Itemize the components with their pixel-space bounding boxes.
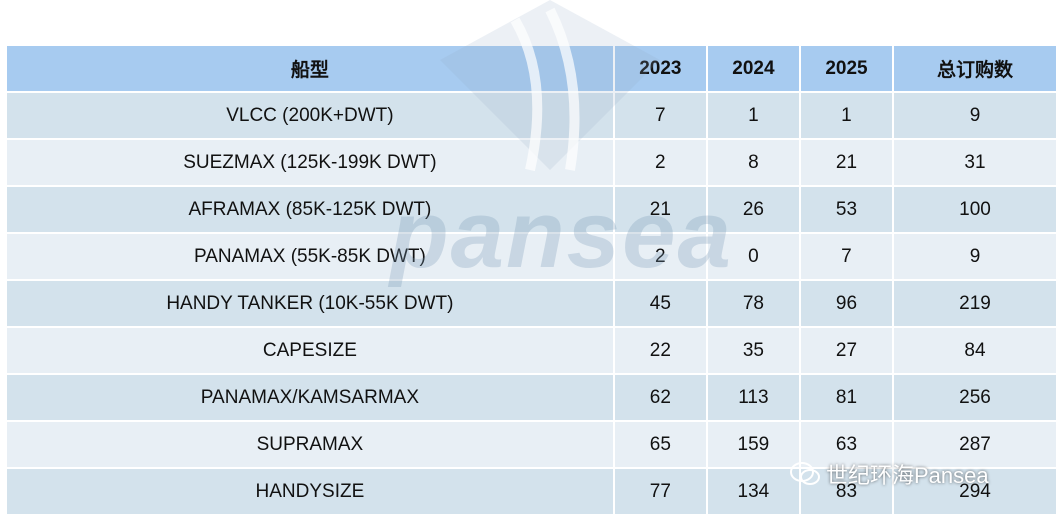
ship-type-cell: CAPESIZE <box>5 326 615 375</box>
value-cell: 65 <box>612 420 708 469</box>
header-cell: 2025 <box>798 44 894 93</box>
source-label: 世纪环海Pansea <box>790 458 989 490</box>
value-cell: 26 <box>705 185 801 234</box>
value-cell: 0 <box>705 232 801 281</box>
value-cell: 35 <box>705 326 801 375</box>
ship-type-cell: SUEZMAX (125K-199K DWT) <box>5 138 615 187</box>
ship-type-cell: HANDYSIZE <box>5 467 615 516</box>
value-cell: 96 <box>798 279 894 328</box>
value-cell: 83 <box>798 467 894 516</box>
table-row: SUPRAMAX 65 159 63 287 <box>5 420 1059 469</box>
table-row: CAPESIZE 22 35 27 84 <box>5 326 1059 375</box>
value-cell: 77 <box>612 467 708 516</box>
value-cell: 31 <box>891 138 1059 187</box>
ship-type-cell: HANDY TANKER (10K-55K DWT) <box>5 279 615 328</box>
value-cell: 21 <box>798 138 894 187</box>
ship-type-cell: AFRAMAX (85K-125K DWT) <box>5 185 615 234</box>
value-cell: 22 <box>612 326 708 375</box>
header-cell: 船型 <box>5 44 615 93</box>
value-cell: 81 <box>798 373 894 422</box>
value-cell: 7 <box>612 91 708 140</box>
value-cell: 9 <box>891 91 1059 140</box>
value-cell: 100 <box>891 185 1059 234</box>
ship-type-cell: PANAMAX (55K-85K DWT) <box>5 232 615 281</box>
table: 船型 2023 2024 2025 总订购数 VLCC (200K+DWT) 7 1 1 9 SU… <box>5 44 1059 516</box>
value-cell: 1 <box>705 91 801 140</box>
value-cell: 113 <box>705 373 801 422</box>
table-row: VLCC (200K+DWT) 7 1 1 9 <box>5 91 1059 140</box>
header-cell: 2024 <box>705 44 801 93</box>
value-cell: 7 <box>798 232 894 281</box>
header-row: 船型 2023 2024 2025 总订购数 <box>5 44 1059 93</box>
table-row: PANAMAX/KAMSARMAX 62 113 81 256 <box>5 373 1059 422</box>
ship-type-cell: SUPRAMAX <box>5 420 615 469</box>
value-cell: 21 <box>612 185 708 234</box>
table-row: PANAMAX (55K-85K DWT) 2 0 7 9 <box>5 232 1059 281</box>
table-row: AFRAMAX (85K-125K DWT) 21 26 53 100 <box>5 185 1059 234</box>
table-row: HANDYSIZE 77 134 83 294 <box>5 467 1059 516</box>
value-cell: 256 <box>891 373 1059 422</box>
table-row: SUEZMAX (125K-199K DWT) 2 8 21 31 <box>5 138 1059 187</box>
value-cell: 2 <box>612 232 708 281</box>
value-cell: 45 <box>612 279 708 328</box>
header-cell: 总订购数 <box>891 44 1059 93</box>
header-cell: 2023 <box>612 44 708 93</box>
value-cell: 219 <box>891 279 1059 328</box>
value-cell: 159 <box>705 420 801 469</box>
source-text: 世纪环海Pansea <box>826 463 989 488</box>
wechat-icon <box>790 462 820 485</box>
value-cell: 9 <box>891 232 1059 281</box>
value-cell: 2 <box>612 138 708 187</box>
value-cell: 63 <box>798 420 894 469</box>
value-cell: 134 <box>705 467 801 516</box>
value-cell: 8 <box>705 138 801 187</box>
value-cell: 27 <box>798 326 894 375</box>
ship-type-cell: VLCC (200K+DWT) <box>5 91 615 140</box>
value-cell: 78 <box>705 279 801 328</box>
value-cell: 287 <box>891 420 1059 469</box>
value-cell: 294 <box>891 467 1059 516</box>
table-row: HANDY TANKER (10K-55K DWT) 45 78 96 219 <box>5 279 1059 328</box>
value-cell: 53 <box>798 185 894 234</box>
ship-type-cell: PANAMAX/KAMSARMAX <box>5 373 615 422</box>
value-cell: 62 <box>612 373 708 422</box>
value-cell: 1 <box>798 91 894 140</box>
value-cell: 84 <box>891 326 1059 375</box>
